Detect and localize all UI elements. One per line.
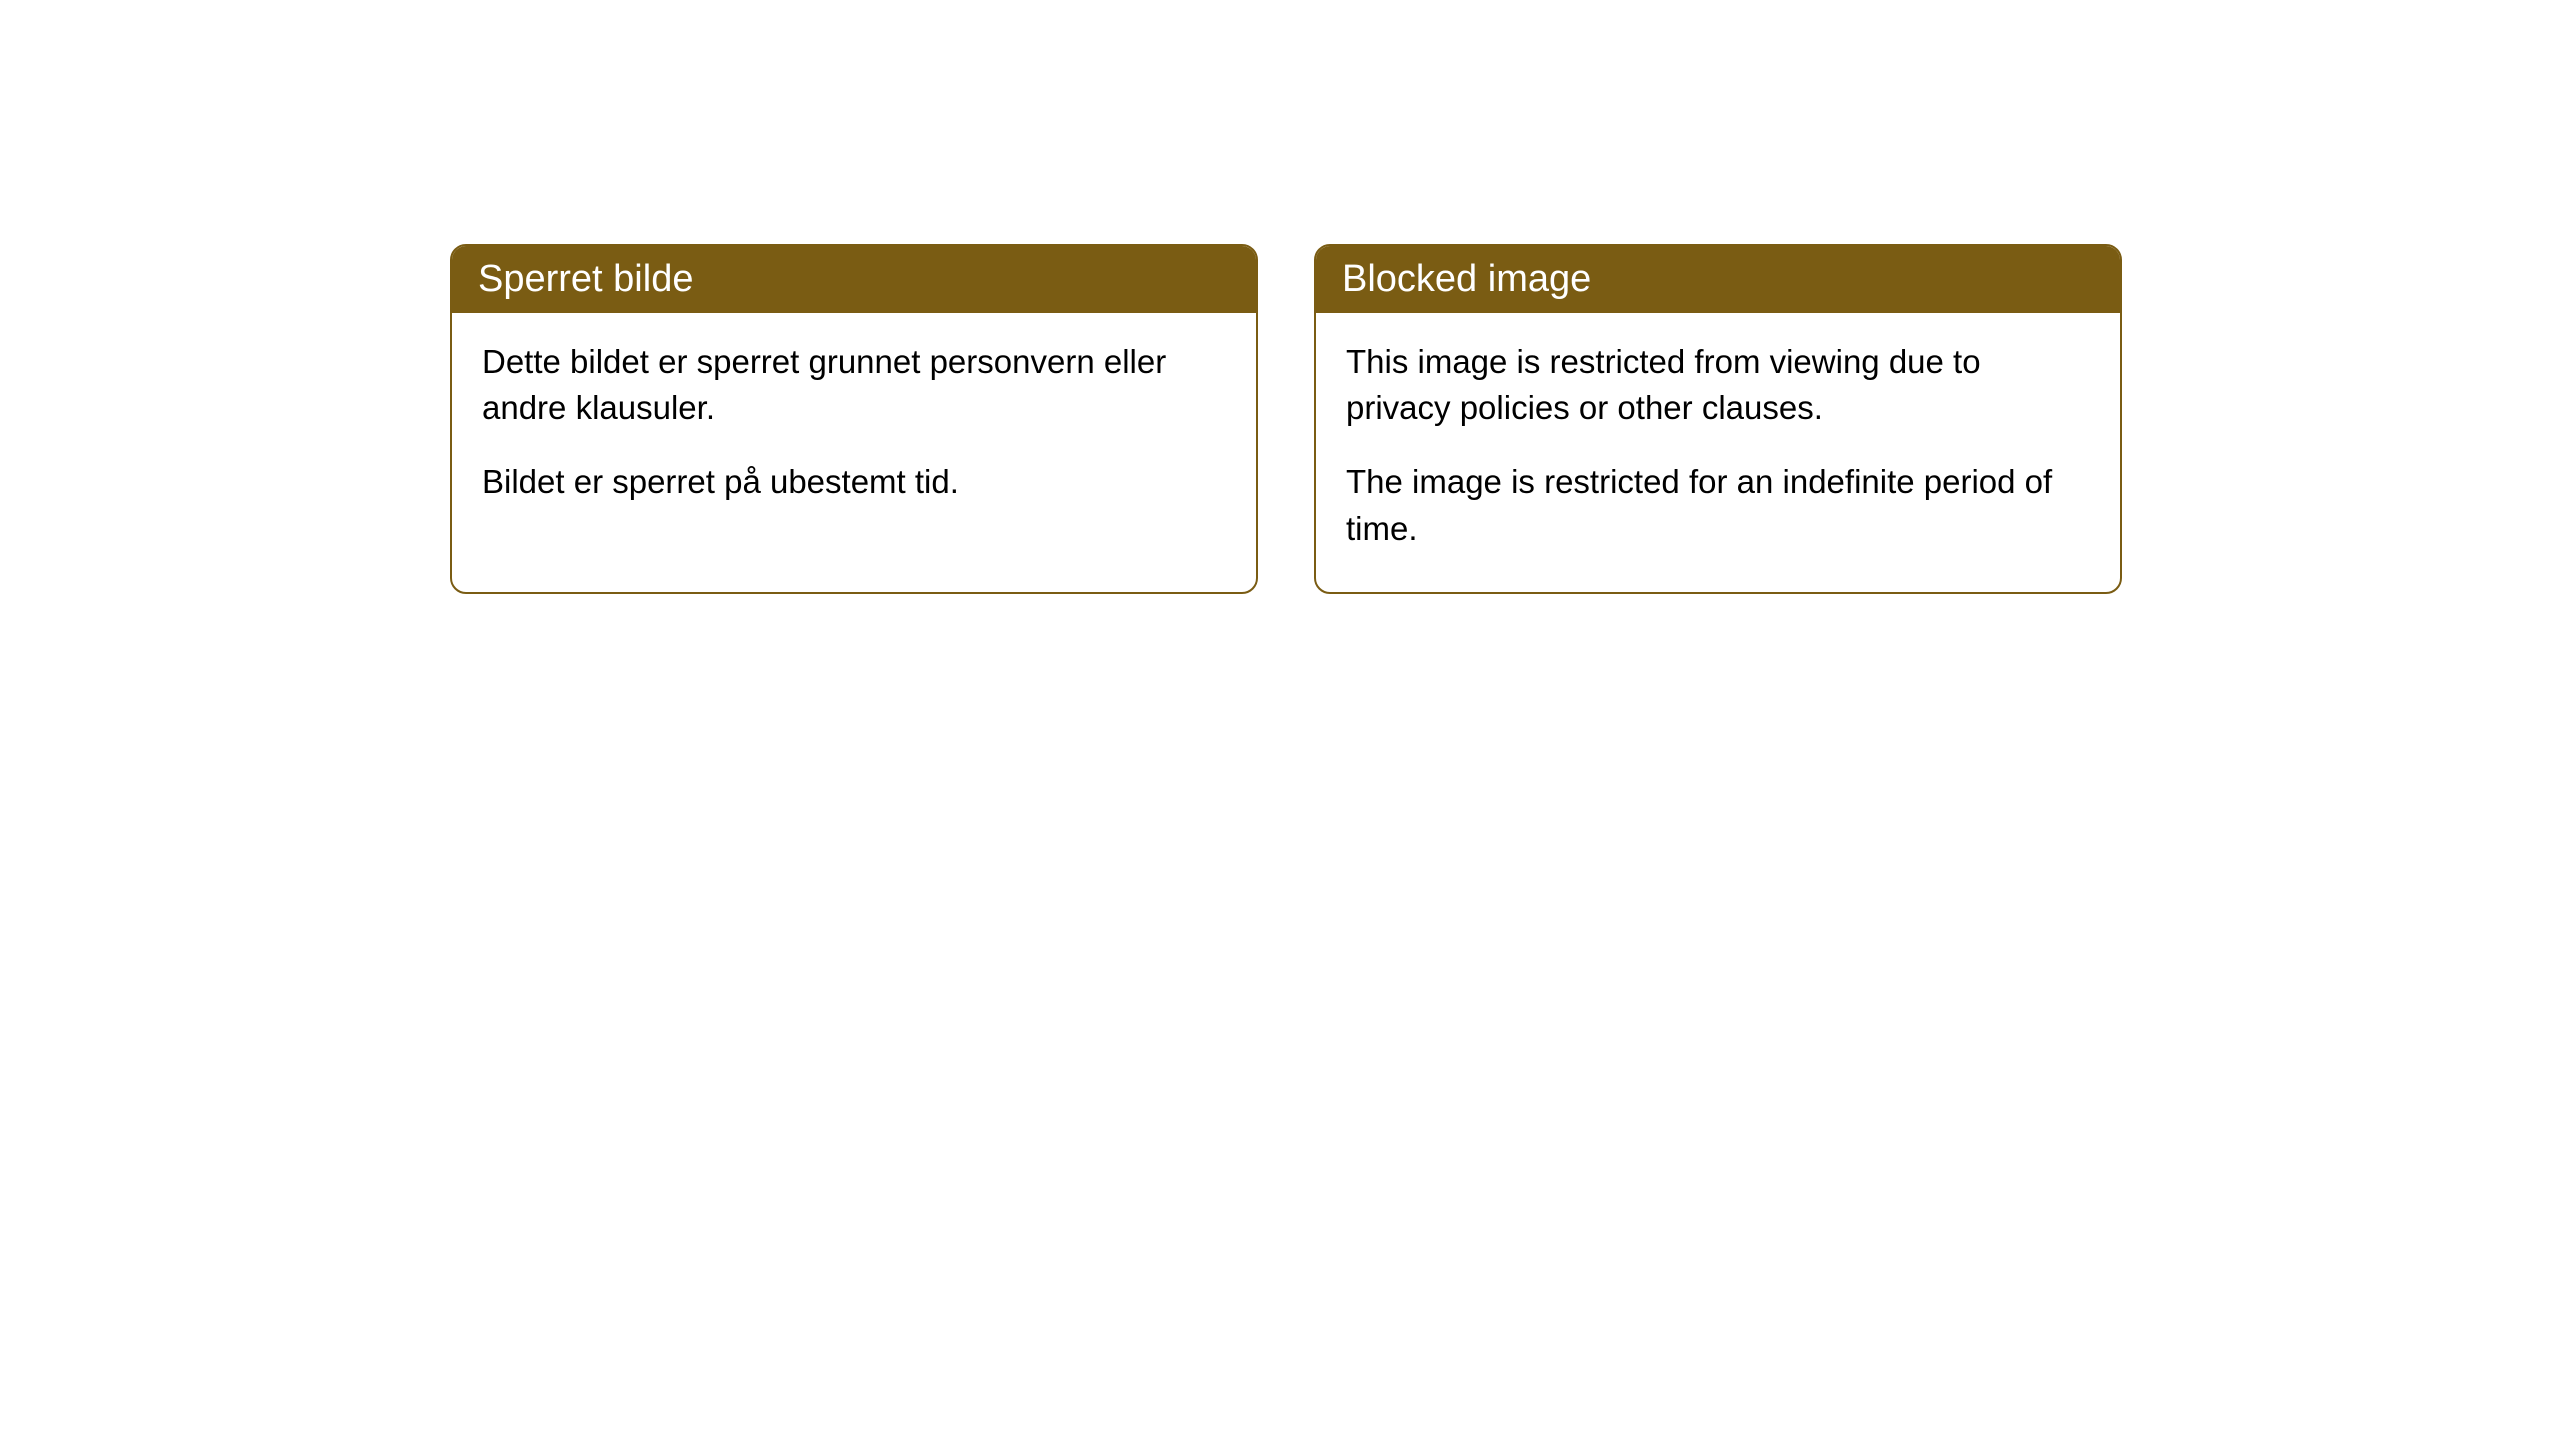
card-body-norwegian: Dette bildet er sperret grunnet personve… [452, 313, 1256, 546]
notice-cards-container: Sperret bilde Dette bildet er sperret gr… [450, 244, 2122, 594]
card-header-english: Blocked image [1316, 246, 2120, 313]
card-paragraph2-norwegian: Bildet er sperret på ubestemt tid. [482, 459, 1226, 505]
card-paragraph2-english: The image is restricted for an indefinit… [1346, 459, 2090, 551]
card-title-english: Blocked image [1342, 258, 1591, 300]
card-paragraph1-norwegian: Dette bildet er sperret grunnet personve… [482, 339, 1226, 431]
card-header-norwegian: Sperret bilde [452, 246, 1256, 313]
card-body-english: This image is restricted from viewing du… [1316, 313, 2120, 592]
card-paragraph1-english: This image is restricted from viewing du… [1346, 339, 2090, 431]
notice-card-english: Blocked image This image is restricted f… [1314, 244, 2122, 594]
notice-card-norwegian: Sperret bilde Dette bildet er sperret gr… [450, 244, 1258, 594]
card-title-norwegian: Sperret bilde [478, 258, 693, 300]
